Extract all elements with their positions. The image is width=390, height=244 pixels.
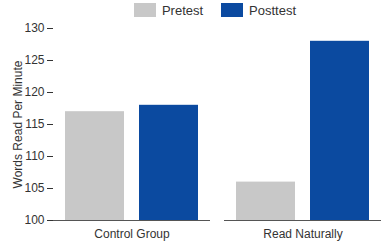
svg-text:120: 120 bbox=[24, 85, 44, 99]
svg-text:Control Group: Control Group bbox=[94, 227, 170, 241]
svg-text:Read Naturally: Read Naturally bbox=[263, 227, 342, 241]
svg-text:115: 115 bbox=[25, 117, 44, 131]
svg-text:130: 130 bbox=[24, 21, 44, 35]
html-text:Posttest: Posttest bbox=[249, 2, 297, 18]
svg-text:125: 125 bbox=[24, 53, 44, 67]
svg-text:Words Read Per Minute: Words Read Per Minute bbox=[11, 60, 25, 188]
html-text:Pretest: Pretest bbox=[161, 2, 204, 18]
svg-text:110: 110 bbox=[25, 149, 44, 163]
svg-text:105: 105 bbox=[24, 181, 44, 195]
svg-text:100: 100 bbox=[24, 213, 44, 227]
